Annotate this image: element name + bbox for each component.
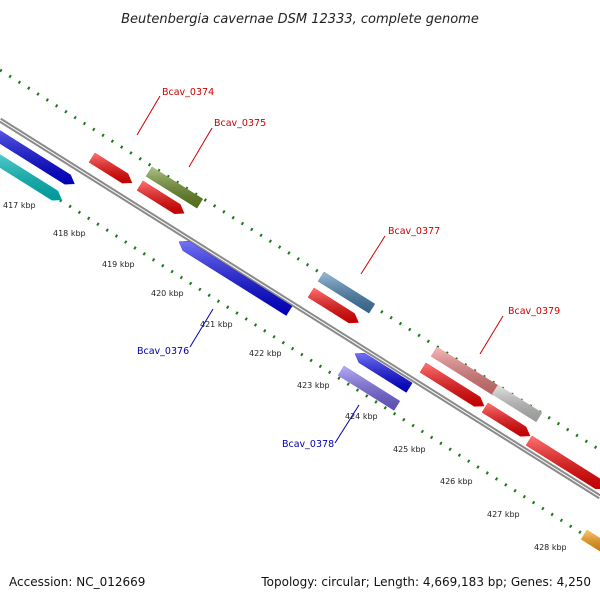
tick-labels: 417 kbp 418 kbp 419 kbp 420 kbp 421 kbp …: [3, 201, 567, 552]
gene-red-0377b-shading: [308, 288, 359, 323]
gene-red-0379d-shading: [482, 403, 530, 437]
map-title: Beutenbergia cavernae DSM 12333, complet…: [121, 12, 479, 27]
label-leaders: [136, 95, 504, 444]
gene-red-0375b-shading: [137, 181, 185, 214]
gene-label-bcav-0377[interactable]: Bcav_0377: [388, 226, 440, 237]
tick-label: 428 kbp: [534, 543, 567, 552]
gene-label-bcav-0376[interactable]: Bcav_0376: [137, 346, 189, 357]
gene-bcav-0374-shading: [89, 153, 132, 184]
inner-dotted-track: [59, 198, 600, 547]
tick-label: 417 kbp: [3, 201, 36, 210]
tick-label: 427 kbp: [487, 510, 520, 519]
tick-label: 424 kbp: [345, 412, 378, 421]
gene-label-bcav-0375[interactable]: Bcav_0375: [214, 118, 266, 129]
gene-blue-left-shading: [0, 130, 75, 185]
gene-label-bcav-0378[interactable]: Bcav_0378: [282, 439, 334, 450]
tick-label: 418 kbp: [53, 229, 86, 238]
tick-label: 425 kbp: [393, 445, 426, 454]
tick-label: 421 kbp: [200, 320, 233, 329]
gene-red-0379c-shading: [420, 363, 484, 407]
accession-text: Accession: NC_012669: [9, 575, 145, 589]
tick-label: 419 kbp: [102, 260, 135, 269]
gene-gray-0379b-shading: [492, 385, 542, 422]
tick-label: 422 kbp: [249, 349, 282, 358]
gene-label-bcav-0374[interactable]: Bcav_0374: [162, 87, 214, 98]
tick-label: 423 kbp: [297, 381, 330, 390]
gene-red-right-shading: [526, 436, 600, 489]
gene-cyan-left-shading: [0, 154, 62, 201]
genome-backbone: [0, 117, 600, 500]
topology-text: Topology: circular; Length: 4,669,183 bp…: [260, 575, 591, 589]
gene-orange-right-shading: [581, 530, 600, 552]
tick-label: 426 kbp: [440, 477, 473, 486]
gene-bcav-0379-shading: [431, 347, 499, 396]
gene-bcav-0375-shading: [146, 167, 203, 209]
gene-bcav-0376-shading: [179, 241, 293, 316]
gene-bcav-0377-shading: [318, 272, 375, 314]
gene-label-bcav-0379[interactable]: Bcav_0379: [508, 306, 560, 317]
gene-bcav-0378-shading: [338, 366, 400, 411]
tick-label: 420 kbp: [151, 289, 184, 298]
gene-blue-0378a-shading: [355, 353, 413, 393]
